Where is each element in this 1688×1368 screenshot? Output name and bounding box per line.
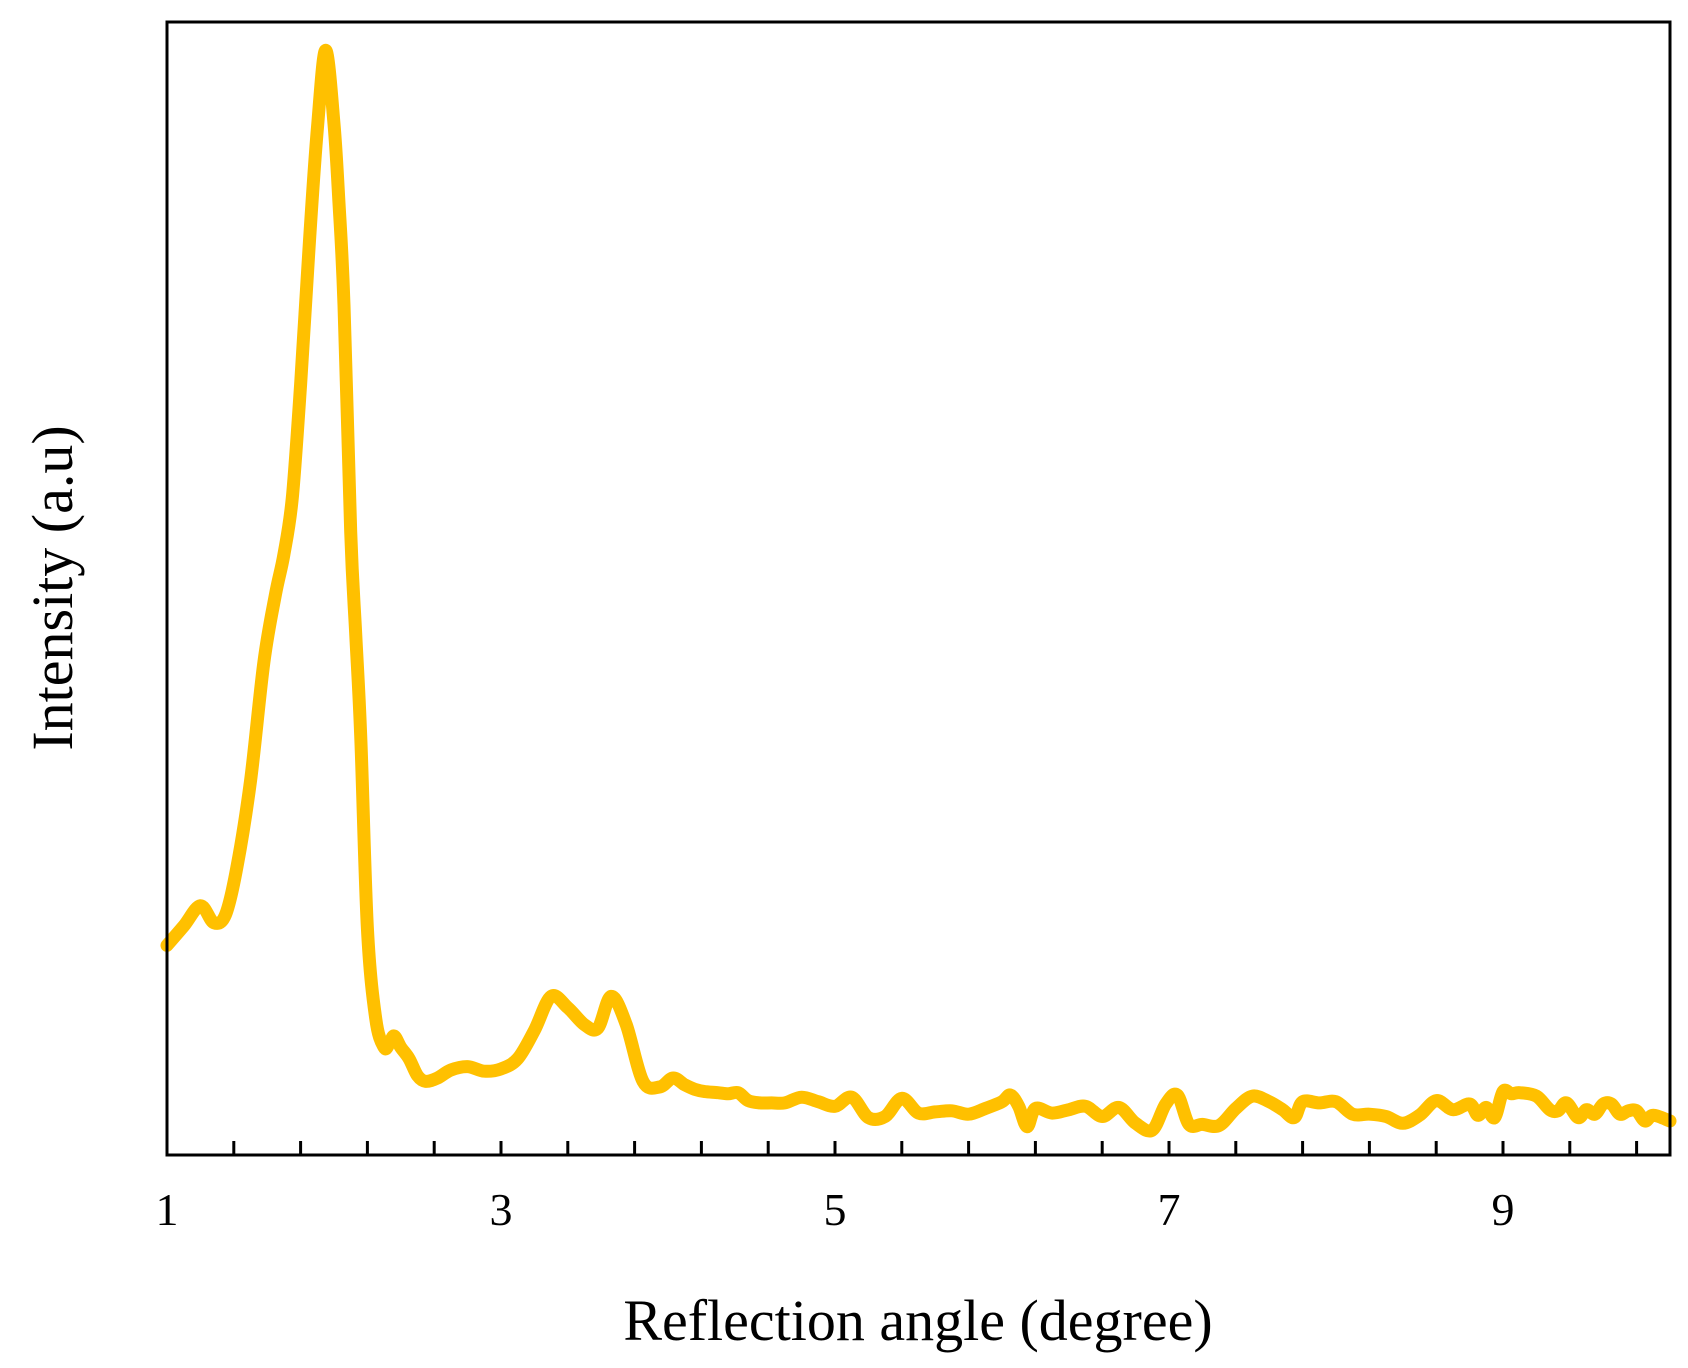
series-line [160,43,1677,1138]
x-tick-label: 7 [1158,1184,1181,1235]
x-tick-label: 9 [1492,1184,1515,1235]
plot-area [167,22,1670,1155]
series-group [160,43,1677,1138]
x-tick-label: 3 [490,1184,513,1235]
x-tick-label: 1 [156,1184,179,1235]
x-tick-labels: 1 3 5 7 9 [156,1184,1515,1235]
x-axis-title: Reflection angle (degree) [623,1288,1212,1353]
x-ticks [165,1141,1639,1155]
plot-frame [165,20,1672,1157]
x-tick-label: 5 [824,1184,847,1235]
y-axis-title: Intensity (a.u) [20,425,85,750]
